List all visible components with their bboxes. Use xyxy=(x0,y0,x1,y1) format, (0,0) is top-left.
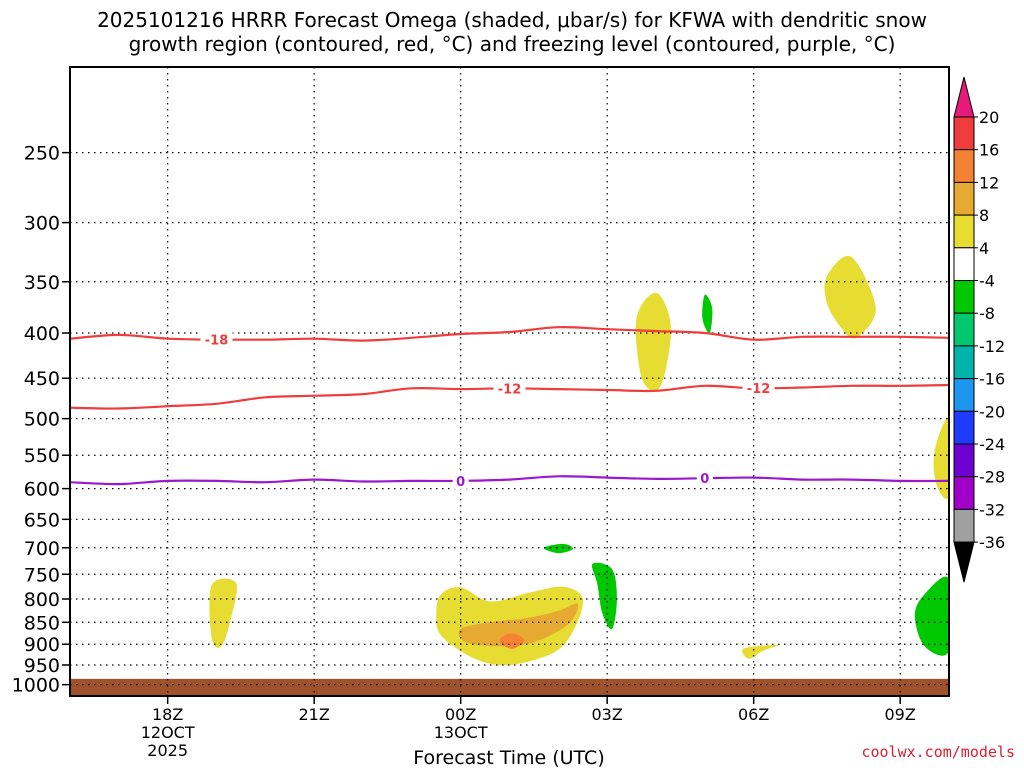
colorbar-top-arrow xyxy=(953,76,975,118)
colorbar-label--8: -8 xyxy=(979,304,995,323)
omega-shading-layer xyxy=(209,255,949,666)
x-tick-label-18Z: 18Z xyxy=(152,705,183,724)
colorbar-label--12: -12 xyxy=(979,337,1005,356)
contour-label--12-0: -12 xyxy=(498,382,522,397)
y-tick-label-250: 250 xyxy=(24,143,60,165)
x-tick-label-06Z: 06Z xyxy=(738,705,769,724)
chart-title-line-1: 2025101216 HRRR Forecast Omega (shaded, … xyxy=(97,8,927,32)
y-tick-label-300: 300 xyxy=(24,213,60,235)
omega-region-6 xyxy=(824,255,876,339)
x-axis-label: Forecast Time (UTC) xyxy=(413,747,604,768)
omega-region-0 xyxy=(209,578,238,648)
colorbar-label--20: -20 xyxy=(979,402,1005,421)
x-tick-label-03Z: 03Z xyxy=(592,705,623,724)
chart-title-line-2: growth region (contoured, red, °C) and f… xyxy=(128,32,896,56)
colorbar-label-8: 8 xyxy=(979,206,989,225)
contour-label-bg xyxy=(200,331,233,348)
y-tick-label-750: 750 xyxy=(24,564,60,586)
y-tick-label-850: 850 xyxy=(24,612,60,634)
contour-label-0-1: 0 xyxy=(700,472,709,487)
watermark: coolwx.com/models xyxy=(861,743,1015,761)
contour-label--18-0: -18 xyxy=(205,334,229,349)
omega-region-8 xyxy=(702,294,713,334)
colorbar-swatch-3 xyxy=(953,214,975,249)
contour-layer: -18 -12 -12 0 0 xyxy=(70,326,949,490)
y-tick-label-350: 350 xyxy=(24,272,60,294)
omega-region-3 xyxy=(499,633,525,649)
y-tick-label-1000: 1000 xyxy=(12,675,60,697)
colorbar-swatch-10 xyxy=(953,443,975,478)
x-tick-label-21Z: 21Z xyxy=(299,705,330,724)
colorbar-swatch-9 xyxy=(953,410,975,445)
omega-region-11 xyxy=(914,576,949,656)
contour-0 xyxy=(70,475,949,486)
x-tick-year-18Z: 2025 xyxy=(147,741,188,760)
colorbar-label--16: -16 xyxy=(979,370,1005,389)
colorbar-label-20: 20 xyxy=(979,108,999,127)
contour-label-bg xyxy=(452,472,469,489)
omega-region-2 xyxy=(458,603,579,647)
omega-region-5 xyxy=(742,645,779,659)
x-tick-date-18Z: 12OCT xyxy=(141,723,195,742)
y-tick-label-800: 800 xyxy=(24,589,60,611)
contour-label-bg xyxy=(696,470,713,487)
colorbar-swatch-6 xyxy=(953,312,975,347)
contour-label-bg xyxy=(493,380,526,397)
colorbar-swatch-4 xyxy=(953,247,975,282)
ground-layer xyxy=(70,678,949,696)
y-tick-label-500: 500 xyxy=(24,409,60,431)
x-tick-label-09Z: 09Z xyxy=(885,705,916,724)
contour-label-0-0: 0 xyxy=(456,475,465,490)
colorbar-swatch-1 xyxy=(953,149,975,183)
colorbar-label--24: -24 xyxy=(979,435,1005,454)
pressure-axis: 2503003504004505005506006507007508008509… xyxy=(12,143,70,697)
colorbar-swatch-8 xyxy=(953,378,975,412)
omega-region-9 xyxy=(543,543,574,554)
colorbar-label--36: -36 xyxy=(979,533,1005,552)
colorbar: 20 16 12 8 4 -4 -8 -12 -16 -20 -24 -28 -32 -36 xyxy=(953,76,1005,583)
colorbar-label--32: -32 xyxy=(979,500,1005,519)
omega-region-4 xyxy=(635,292,672,391)
colorbar-label-4: 4 xyxy=(979,239,989,258)
y-tick-label-950: 950 xyxy=(24,655,60,677)
colorbar-label--28: -28 xyxy=(979,468,1005,487)
y-tick-label-650: 650 xyxy=(24,509,60,531)
colorbar-swatch-5 xyxy=(953,280,975,314)
ground-fill xyxy=(70,678,949,696)
chart-title: 2025101216 HRRR Forecast Omega (shaded, … xyxy=(0,8,1024,56)
y-tick-label-900: 900 xyxy=(24,634,60,656)
y-tick-label-450: 450 xyxy=(24,368,60,390)
colorbar-swatch-7 xyxy=(953,345,975,380)
colorbar-label--4: -4 xyxy=(979,272,995,291)
omega-region-7 xyxy=(933,417,949,500)
contour-label-bg xyxy=(742,380,775,397)
y-tick-label-550: 550 xyxy=(24,445,60,467)
colorbar-label-16: 16 xyxy=(979,141,999,160)
grid-layer xyxy=(70,67,949,696)
x-tick-date-00Z: 13OCT xyxy=(434,723,488,742)
colorbar-swatch-12 xyxy=(953,508,975,543)
y-tick-label-400: 400 xyxy=(24,323,60,345)
x-tick-label-00Z: 00Z xyxy=(445,705,476,724)
colorbar-swatch-11 xyxy=(953,476,975,510)
contour-label--12-1: -12 xyxy=(747,382,771,397)
omega-region-10 xyxy=(591,562,617,630)
colorbar-swatch-0 xyxy=(953,116,975,151)
y-tick-label-700: 700 xyxy=(24,538,60,560)
colorbar-swatch-2 xyxy=(953,181,975,216)
colorbar-label-12: 12 xyxy=(979,173,999,192)
plot-frame xyxy=(69,66,950,697)
colorbar-bottom-arrow xyxy=(953,541,975,583)
y-tick-label-600: 600 xyxy=(24,479,60,501)
